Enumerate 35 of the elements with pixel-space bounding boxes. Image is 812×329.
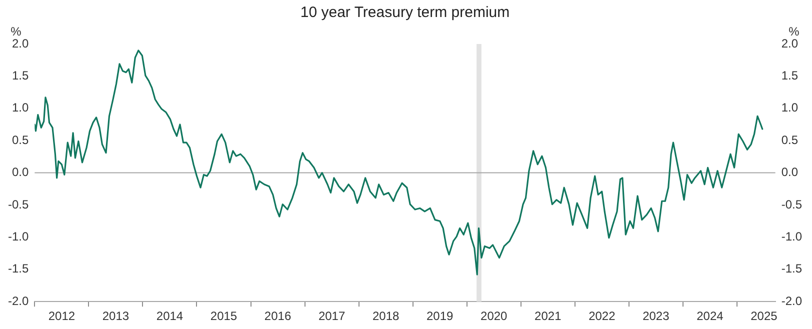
y-tick-label: -1.5 — [8, 262, 29, 276]
y2-tick-label: -0.5 — [781, 197, 802, 212]
y2-tick-label: 2.0 — [781, 36, 798, 50]
y-tick-label: 1.5 — [12, 68, 29, 83]
x-tick-label: 2014 — [156, 309, 184, 324]
y2-tick-label: 1.0 — [781, 100, 798, 115]
y2-tick-label: -1.5 — [781, 262, 802, 276]
y2-tick-label: -1.0 — [781, 230, 802, 244]
chart-title: 10 year Treasury term premium — [300, 4, 510, 22]
y-axis-title: % — [10, 24, 22, 38]
y-tick-label: -2.0 — [8, 294, 29, 308]
y-tick-label: 0.5 — [12, 132, 29, 147]
y2-tick-label: 1.5 — [781, 68, 798, 83]
y2-axis-title: % — [788, 24, 800, 38]
y2-tick-label: 0.5 — [781, 132, 798, 147]
x-tick-label: 2013 — [102, 309, 130, 324]
x-tick-label: 2012 — [48, 309, 76, 324]
x-tick-label: 2022 — [588, 309, 616, 324]
x-tick-label: 2024 — [696, 309, 724, 324]
y-tick-label: -1.0 — [8, 230, 29, 244]
x-tick-label: 2015 — [210, 309, 238, 324]
x-tick-label: 2016 — [264, 309, 292, 324]
x-tick-label: 2021 — [534, 309, 562, 324]
x-tick-label: 2019 — [426, 309, 454, 324]
y2-tick-label: -2.0 — [781, 294, 802, 308]
y-tick-label: 1.0 — [12, 100, 29, 115]
x-tick-label: 2023 — [642, 309, 670, 324]
x-tick-label: 2018 — [372, 309, 400, 324]
x-tick-label: 2025 — [750, 309, 778, 324]
y-tick-label: 0.0 — [12, 165, 29, 180]
x-tick-label: 2017 — [318, 309, 346, 324]
x-tick-label: 2020 — [480, 309, 508, 324]
y-tick-label: -0.5 — [8, 197, 29, 212]
y-tick-label: 2.0 — [12, 36, 29, 50]
y2-tick-label: 0.0 — [781, 165, 798, 180]
